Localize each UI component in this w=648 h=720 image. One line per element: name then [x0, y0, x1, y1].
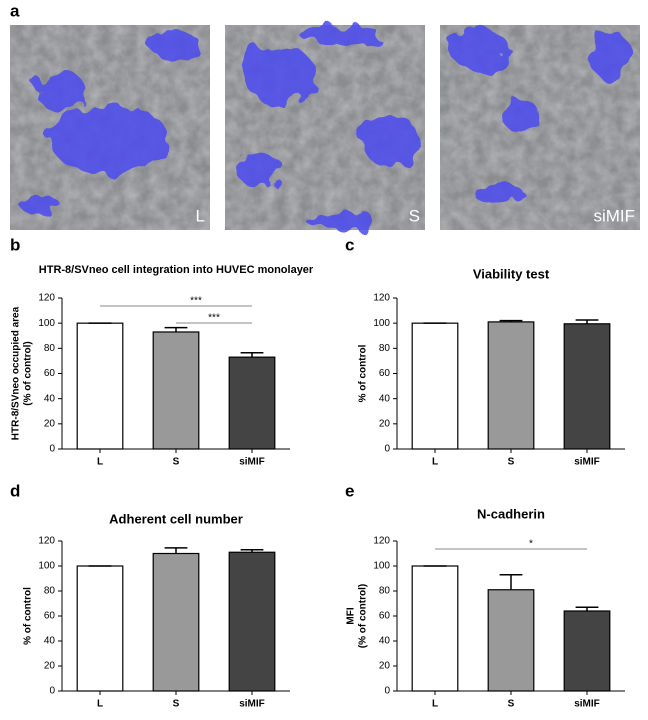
y-tick-label: 60: [379, 611, 391, 622]
y-tick-label: 0: [49, 686, 55, 697]
error-bar: [575, 319, 599, 324]
image-label: siMIF: [593, 206, 635, 225]
panel-letter: e: [345, 481, 354, 500]
chart-title: HTR-8/SVneo cell integration into HUVEC …: [39, 264, 314, 276]
x-tick-label: S: [508, 457, 515, 468]
y-tick-label: 120: [38, 536, 55, 547]
y-tick-label: 0: [384, 686, 390, 697]
x-tick-label: S: [173, 457, 180, 468]
error-bar: [575, 606, 599, 611]
y-axis-label: MFI: [346, 607, 357, 624]
x-tick-label: S: [508, 699, 515, 710]
y-axis-label: % of control: [358, 344, 369, 402]
significance-label: ***: [208, 313, 220, 324]
y-tick-label: 100: [373, 561, 390, 572]
chart-title: N-cadherin: [477, 506, 545, 521]
y-tick-label: 80: [379, 586, 391, 597]
micrograph: [440, 25, 640, 230]
y-tick-label: 60: [379, 368, 391, 379]
x-tick-label: L: [432, 457, 438, 468]
bar: [487, 321, 535, 450]
x-tick-label: siMIF: [574, 457, 600, 468]
y-tick-label: 40: [44, 393, 56, 404]
y-tick-label: 0: [49, 444, 55, 455]
y-axis-label: (% of control): [358, 584, 369, 648]
error-bar: [499, 319, 523, 322]
x-tick-label: L: [432, 699, 438, 710]
y-tick-label: 0: [384, 444, 390, 455]
bar: [411, 565, 459, 692]
bar: [76, 565, 124, 692]
y-tick-label: 20: [44, 661, 56, 672]
bar: [487, 589, 535, 692]
y-tick-label: 120: [373, 293, 390, 304]
bar: [152, 331, 200, 450]
y-tick-label: 100: [38, 561, 55, 572]
bar: [563, 323, 611, 450]
image-label: L: [196, 206, 205, 225]
panel-letter: b: [10, 235, 20, 254]
y-tick-label: 20: [44, 418, 56, 429]
y-tick-label: 40: [44, 636, 56, 647]
x-tick-label: L: [97, 699, 103, 710]
error-bar: [240, 351, 264, 358]
x-tick-label: S: [173, 699, 180, 710]
bar: [411, 322, 459, 450]
bar: [228, 551, 276, 692]
y-tick-label: 20: [379, 661, 391, 672]
y-tick-label: 40: [379, 393, 391, 404]
y-tick-label: 80: [44, 343, 56, 354]
error-bar: [164, 547, 188, 554]
y-axis-label: (% of control): [23, 341, 34, 405]
chart-title: Adherent cell number: [109, 511, 243, 526]
panel-letter: d: [10, 481, 20, 500]
chart-title: Viability test: [473, 266, 550, 281]
y-tick-label: 120: [373, 536, 390, 547]
micrograph: [225, 25, 425, 230]
significance-label: *: [529, 539, 533, 550]
x-tick-label: siMIF: [239, 457, 265, 468]
error-bar: [499, 574, 523, 590]
y-tick-label: 100: [373, 318, 390, 329]
x-tick-label: L: [97, 457, 103, 468]
y-tick-label: 60: [44, 368, 56, 379]
bar: [228, 356, 276, 450]
panel-letter: c: [345, 235, 354, 254]
x-tick-label: siMIF: [574, 699, 600, 710]
error-bar: [164, 326, 188, 332]
bar: [152, 552, 200, 692]
y-axis-label: HTR-8/SVneo occupied area: [11, 306, 22, 440]
significance-label: ***: [190, 296, 202, 307]
y-tick-label: 80: [44, 586, 56, 597]
y-tick-label: 100: [38, 318, 55, 329]
bar: [563, 610, 611, 692]
error-bar: [240, 549, 264, 553]
bar: [76, 322, 124, 450]
y-tick-label: 40: [379, 636, 391, 647]
y-tick-label: 120: [38, 293, 55, 304]
y-axis-label: % of control: [23, 587, 34, 645]
y-tick-label: 20: [379, 418, 391, 429]
panel-letter: a: [10, 1, 20, 20]
y-tick-label: 80: [379, 343, 391, 354]
micrograph: [10, 25, 210, 230]
x-tick-label: siMIF: [239, 699, 265, 710]
image-label: S: [409, 206, 420, 225]
y-tick-label: 60: [44, 611, 56, 622]
